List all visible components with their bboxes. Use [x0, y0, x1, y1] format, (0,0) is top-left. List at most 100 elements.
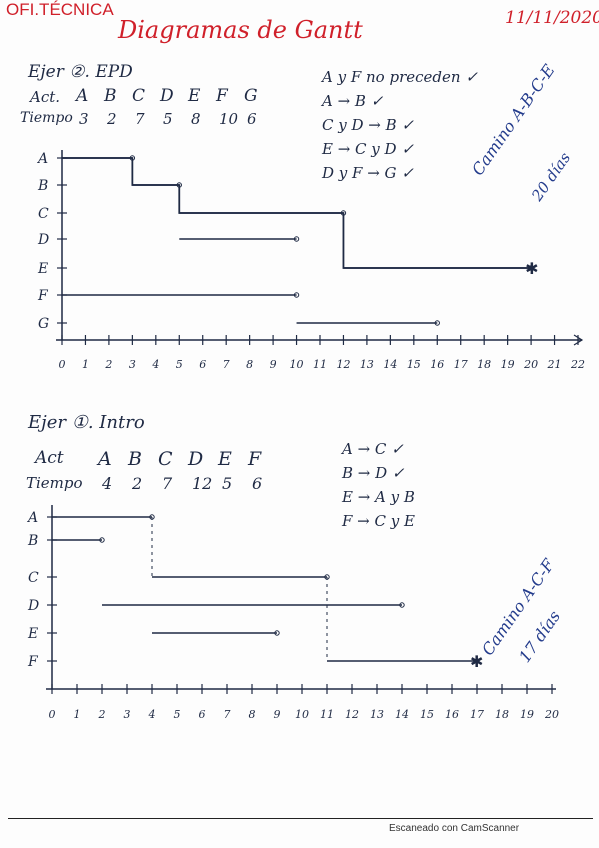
ex1-x-tick-label: 14: [395, 708, 409, 721]
ex2-activity-letter: A: [76, 86, 89, 106]
ex1-row-label: E: [27, 626, 38, 642]
ex1-time-value: 6: [252, 474, 263, 493]
ex1-row-label: D: [27, 598, 39, 614]
ex1-time-value: 4: [102, 474, 113, 493]
ex2-x-tick-label: 18: [477, 358, 491, 371]
ex2-time-value: 8: [191, 110, 201, 128]
ex2-x-tick-label: 3: [129, 358, 136, 371]
ex2-x-tick-label: 14: [383, 358, 397, 371]
ex2-x-tick-label: 22: [570, 358, 585, 371]
ex2-precedence-rule: A → B ✓: [322, 92, 384, 110]
ex2-x-tick-label: 4: [151, 358, 159, 371]
ex2-time-value: 6: [247, 110, 257, 128]
ex1-x-tick-label: 16: [445, 708, 459, 721]
ex2-x-tick-label: 13: [360, 358, 374, 371]
ex1-row-label: C: [28, 570, 39, 586]
ex2-x-tick-label: 21: [547, 358, 562, 371]
ex2-x-tick-label: 9: [270, 358, 277, 371]
ex1-activity-letter: F: [248, 448, 262, 470]
ex2-activity-letter: F: [216, 86, 228, 106]
ex1-row-label: B: [27, 533, 38, 549]
ex2-critical-end-mark: ✱: [525, 259, 538, 278]
ex1-x-tick-label: 10: [295, 708, 309, 721]
ex2-activity-letter: B: [104, 86, 117, 106]
ex2-title: Ejer ②. EPD: [28, 62, 133, 82]
ex1-precedence-rule: B → D ✓: [342, 464, 405, 482]
footer-rule: [8, 818, 593, 819]
ex2-x-tick-label: 15: [407, 358, 421, 371]
ex2-time-value: 2: [107, 110, 117, 128]
ex2-x-tick-label: 0: [59, 358, 66, 371]
ex2-row-label: F: [37, 288, 49, 304]
ex1-x-tick-label: 0: [49, 708, 56, 721]
ex1-time-value: 5: [222, 474, 233, 493]
ex2-x-tick-label: 8: [246, 358, 253, 371]
ex2-precedence-rule: E → C y D ✓: [322, 140, 414, 158]
ex2-x-tick-label: 2: [104, 358, 112, 371]
ex2-x-tick-label: 17: [454, 358, 468, 371]
ex1-x-tick-label: 3: [124, 708, 131, 721]
ex2-x-tick-label: 16: [430, 358, 444, 371]
ex2-x-tick-label: 5: [176, 358, 183, 371]
ex2-x-tick-label: 20: [523, 358, 538, 371]
ex2-x-tick-label: 7: [223, 358, 230, 371]
ex1-time-value: 7: [162, 474, 173, 493]
ex2-row-label: E: [37, 261, 48, 277]
ex1-x-tick-label: 13: [370, 708, 384, 721]
ex1-time-value: 12: [192, 474, 213, 493]
ex1-precedence-rule: E → A y B: [342, 488, 415, 506]
ex1-precedence-rule: A → C ✓: [342, 440, 404, 458]
ex2-row-label: G: [38, 316, 49, 332]
ex1-x-tick-label: 15: [420, 708, 434, 721]
ex2-critical-path-line: [62, 157, 532, 269]
ex2-time-value: 3: [79, 110, 89, 128]
ex2-activity-letter: E: [188, 86, 201, 106]
ex1-activity-letter: A: [98, 448, 112, 470]
ex2-row-label: B: [37, 178, 48, 194]
ex2-bar-end-g: [434, 320, 440, 326]
ex2-time-label: Tiempo: [20, 110, 73, 126]
ex1-x-tick-label: 20: [544, 708, 559, 721]
ex2-bar-end-f: [293, 292, 300, 298]
ex2-row-label: A: [36, 151, 48, 167]
ex2-x-tick-label: 11: [313, 358, 327, 371]
ex2-precedence-rule: C y D → B ✓: [322, 116, 414, 134]
ex1-act-label: Act: [35, 448, 64, 468]
ex2-bar-end-d: [293, 236, 300, 242]
ex1-row-label: A: [26, 510, 38, 526]
ex1-bar-end-d: [399, 602, 405, 608]
ex1-bar-end-b: [99, 537, 105, 543]
ex1-x-tick-label: 2: [98, 708, 106, 721]
page-title: Diagramas de Gantt: [118, 16, 363, 44]
header-date: 11/11/2020: [505, 8, 599, 28]
ex1-x-tick-label: 5: [174, 708, 181, 721]
ex2-x-tick-label: 1: [82, 358, 89, 371]
ex2-row-label: D: [37, 232, 49, 248]
ex1-x-tick-label: 8: [249, 708, 256, 721]
ex1-critical-end-mark: ✱: [470, 652, 483, 671]
ex1-x-tick-label: 6: [199, 708, 206, 721]
ex2-x-tick-label: 19: [501, 358, 515, 371]
ex1-bar-end-e: [274, 630, 280, 636]
ex1-time-label: Tiempo: [26, 474, 83, 492]
ex1-x-tick-label: 4: [148, 708, 156, 721]
ex2-time-value: 10: [219, 110, 239, 128]
ex2-x-tick-label: 12: [336, 358, 350, 371]
ex2-activity-letter: G: [244, 86, 258, 106]
ex1-x-tick-label: 11: [320, 708, 334, 721]
ex1-x-tick-label: 12: [345, 708, 359, 721]
scanner-footer: Escaneado con CamScanner: [389, 823, 520, 834]
ex1-x-tick-label: 19: [520, 708, 534, 721]
ex1-activity-letter: B: [128, 448, 142, 470]
ex2-activity-letter: D: [160, 86, 174, 106]
ex1-title: Ejer ①. Intro: [28, 412, 145, 433]
ex1-bar-end-f: [474, 658, 480, 664]
ex1-x-tick-label: 18: [495, 708, 509, 721]
ex1-precedence-rule: F → C y E: [342, 512, 415, 530]
ex2-time-value: 7: [135, 110, 145, 128]
ex2-x-tick-label: 10: [290, 358, 304, 371]
ex2-precedence-rule: D y F → G ✓: [322, 164, 414, 182]
ex2-row-label: C: [38, 206, 49, 222]
ex1-x-tick-label: 1: [74, 708, 81, 721]
